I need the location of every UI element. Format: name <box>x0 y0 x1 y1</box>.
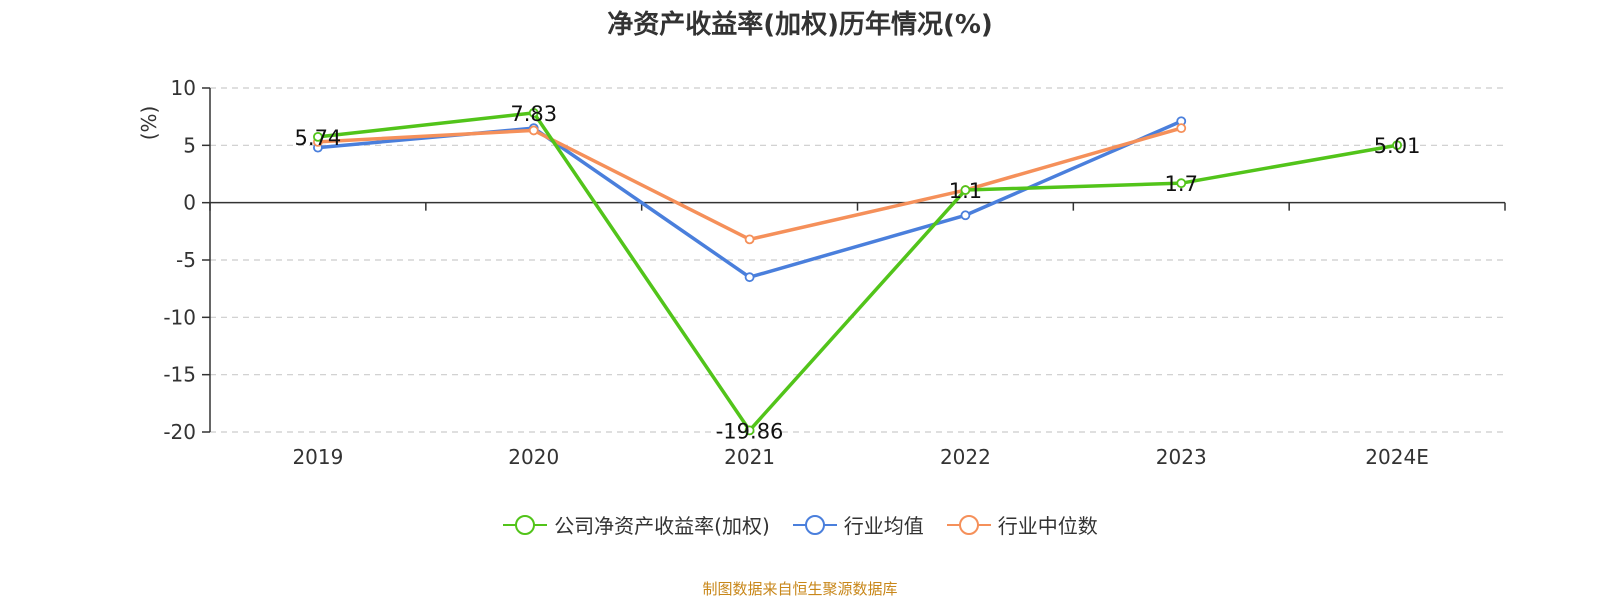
chart-title: 净资产收益率(加权)历年情况(%) <box>607 10 993 40</box>
point-company-2023 <box>1176 178 1187 189</box>
x-tick-label-2021: 2021 <box>724 445 775 469</box>
y-tick-label--20: -20 <box>163 420 196 444</box>
x-tick-label-2024E: 2024E <box>1365 445 1429 469</box>
x-tick-label-2023: 2023 <box>1156 445 1207 469</box>
y-tick-label--10: -10 <box>163 305 196 329</box>
legend-company-icon <box>503 514 548 535</box>
point-company-2020 <box>528 107 539 118</box>
legend-industry-avg-marker <box>804 514 825 535</box>
legend-item-company[interactable]: 公司净资产收益率(加权) <box>502 510 770 539</box>
series-line-industry_avg <box>317 119 1182 279</box>
data-label-layer: 5.74 7.83 -19.86 1.1 1.7 5.01 <box>295 102 1421 444</box>
point-industry_median-2023 <box>1176 123 1187 134</box>
legend-industry-avg-icon <box>792 514 837 535</box>
data-label-company-2022: 1.1 <box>949 179 982 203</box>
point-industry_median-2020 <box>528 125 539 136</box>
series-line-company <box>317 111 1398 433</box>
x-tick-label-2022: 2022 <box>940 445 991 469</box>
point-company-2024E <box>1392 140 1402 151</box>
legend-label-industry-avg: 行业均值 <box>843 514 924 538</box>
y-tick-label--5: -5 <box>176 248 196 272</box>
x-tick-label-2020: 2020 <box>508 445 559 469</box>
data-label-company-2021: -19.86 <box>716 419 784 443</box>
legend-label-company: 公司净资产收益率(加权) <box>554 514 770 538</box>
legend-company-marker <box>515 514 536 535</box>
axis-layer: 10 5 0 -5 -10 -15 -20 2019 2020 2021 2022 2023 2024E… <box>137 76 1506 469</box>
source-note: 制图数据来自恒生聚源数据库 <box>702 580 898 598</box>
legend: 公司净资产收益率(加权) 行业均值 行业中位数 <box>0 510 1600 539</box>
data-label-company-2023: 1.7 <box>1165 172 1198 196</box>
legend-industry-median-marker <box>958 514 979 535</box>
legend-industry-median-icon <box>946 514 991 535</box>
legend-label-industry-median: 行业中位数 <box>997 514 1098 538</box>
data-label-company-2019: 5.74 <box>295 126 342 150</box>
grid-layer <box>210 87 1505 433</box>
point-industry_avg-2022 <box>960 210 971 221</box>
point-industry_avg-2021 <box>744 272 755 283</box>
point-company-2021 <box>744 425 755 436</box>
y-tick-label--15: -15 <box>163 363 196 387</box>
legend-item-industry-median[interactable]: 行业中位数 <box>946 510 1098 539</box>
y-tick-label-0: 0 <box>183 191 196 215</box>
point-company-2022 <box>960 185 971 195</box>
point-industry_median-2021 <box>744 234 755 245</box>
data-label-company-2020: 7.83 <box>510 102 557 126</box>
y-tick-label-5: 5 <box>183 133 196 157</box>
data-label-company-2024E: 5.01 <box>1374 134 1421 158</box>
point-company-2019 <box>313 131 323 142</box>
y-axis-title: (%) <box>137 106 161 141</box>
y-tick-label-10: 10 <box>171 76 196 100</box>
series-layer <box>313 107 1402 436</box>
x-tick-label-2019: 2019 <box>292 445 343 469</box>
legend-item-industry-avg[interactable]: 行业均值 <box>792 510 924 539</box>
